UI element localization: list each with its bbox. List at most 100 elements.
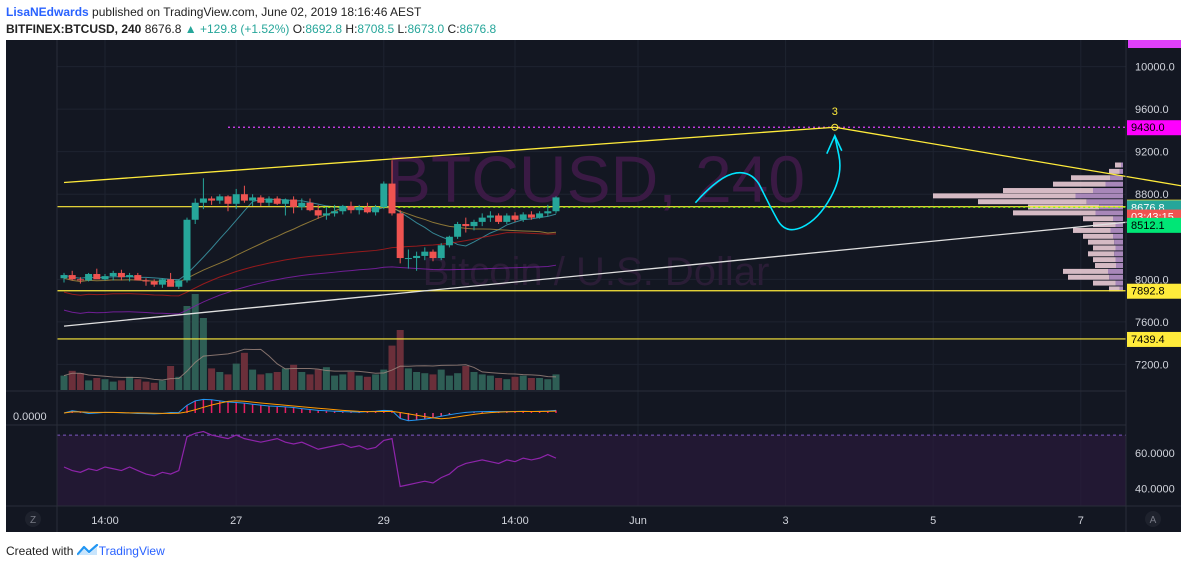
ma-long-line (63, 264, 557, 315)
volume-bar (249, 369, 257, 390)
volume-bar (208, 368, 216, 390)
candle-body (380, 183, 388, 207)
volume-bar (175, 376, 183, 390)
volume-bar (462, 366, 470, 390)
candle-body (175, 280, 183, 287)
tradingview-logo-icon (76, 543, 98, 556)
volume-bar (109, 381, 117, 390)
projection-curve (694, 135, 841, 231)
rsi-line (63, 430, 557, 488)
tradingview-brand[interactable]: TradingView (98, 544, 165, 558)
published-text: published on TradingView.com, June 02, 2… (92, 5, 422, 19)
volume-bar (339, 374, 347, 390)
profile-bar-up (1063, 268, 1108, 274)
candle-body (126, 275, 134, 278)
volume-ma-line (63, 348, 557, 381)
profile-bar-up (1053, 181, 1106, 187)
close-value: 8676.8 (459, 22, 497, 36)
profile-bar-up (1088, 251, 1115, 257)
profile-bar-up (1073, 227, 1111, 233)
price-tag-label: 7439.4 (1131, 334, 1165, 346)
volume-bar (503, 379, 511, 390)
candle-body (503, 215, 511, 222)
price-tick-label: 9200.0 (1135, 147, 1169, 159)
profile-bar-down (1115, 257, 1123, 263)
volume-bars (60, 294, 560, 390)
candle-body (372, 206, 380, 213)
volume-bar (117, 380, 125, 390)
profile-bar-down (1110, 175, 1123, 181)
volume-bar (404, 368, 412, 390)
candle-body (249, 197, 257, 201)
volume-bar (158, 380, 166, 390)
volume-bar (93, 378, 101, 390)
projection-drawing (694, 133, 843, 231)
chart-frame[interactable]: BTCUSD, 240 Bitcoin / U.S. Dollar 3 0.00… (6, 40, 1188, 532)
price-tag-label: 9430.0 (1131, 122, 1165, 134)
candle-body (527, 214, 535, 218)
candle-body (486, 215, 494, 218)
price-tag-box (1127, 120, 1181, 136)
profile-bar-down (1109, 274, 1123, 280)
volume-bar (290, 364, 298, 390)
candle-body (363, 206, 371, 213)
candle-body (347, 205, 355, 211)
log-scale-button[interactable] (25, 511, 41, 527)
profile-bar-up (1088, 239, 1115, 245)
candle-body (355, 206, 363, 211)
volume-bar (183, 306, 191, 390)
candle-body (396, 213, 404, 259)
candle-body (298, 202, 306, 207)
watermark-subtitle: Bitcoin / U.S. Dollar (423, 250, 770, 294)
profile-bar-down (1093, 188, 1123, 194)
chart-svg[interactable]: BTCUSD, 240 Bitcoin / U.S. Dollar 3 0.00… (6, 40, 1188, 532)
profile-bar-down (1108, 268, 1123, 274)
volume-bar (363, 376, 371, 390)
volume-bar (421, 373, 429, 390)
watermark-title: BTCUSD, 240 (387, 142, 805, 216)
trendline-descending (834, 126, 1188, 188)
candle-body (158, 279, 166, 285)
candle-body (437, 245, 445, 259)
symbol-info: BITFINEX:BTCUSD, 240 8676.8 ▲ +129.8 (+1… (6, 22, 496, 36)
trendline-anchor (831, 123, 839, 131)
profile-bar-up (978, 199, 1087, 205)
profile-bar-down (1115, 280, 1123, 286)
profile-bar-down (1113, 216, 1123, 222)
trendline-upper-channel (63, 126, 835, 184)
candle-body (306, 202, 314, 211)
author-link[interactable]: LisaNEdwards (6, 5, 89, 19)
auto-scale-button[interactable] (1145, 511, 1161, 527)
candle-body (208, 198, 216, 201)
profile-bar-down (1114, 251, 1123, 257)
projection-arrowhead (826, 133, 843, 155)
high-value: 8708.5 (357, 22, 395, 36)
volume-bar (347, 372, 355, 390)
candle-body (511, 215, 519, 220)
candle-body (331, 211, 339, 214)
profile-bar-up (933, 193, 1076, 199)
time-tick-label: 29 (378, 515, 390, 527)
profile-bar-up (1109, 168, 1120, 174)
open-value: 8692.8 (305, 22, 343, 36)
volume-bar (470, 372, 478, 390)
price-tag-box (1127, 217, 1181, 233)
candle-body (183, 219, 191, 281)
created-with-text: Created with (6, 544, 74, 558)
candle-body (199, 198, 207, 203)
volume-bar (85, 380, 93, 390)
candle-body (60, 275, 68, 279)
price-tick-label: 9600.0 (1135, 104, 1169, 116)
rsi-tick-label: 40.0000 (1135, 483, 1175, 495)
top-magenta-tag (1128, 40, 1181, 48)
volume-bar (478, 374, 486, 390)
time-tick-label: 7 (1078, 515, 1084, 527)
volume-bar (552, 374, 560, 390)
profile-bar-down (1119, 286, 1123, 292)
volume-bar (372, 374, 380, 390)
candle-body (76, 279, 84, 281)
oscillator-pane: 0.0000 (6, 390, 1126, 426)
volume-bar (298, 372, 306, 390)
candle-body (109, 272, 117, 277)
volume-bar (322, 367, 330, 390)
